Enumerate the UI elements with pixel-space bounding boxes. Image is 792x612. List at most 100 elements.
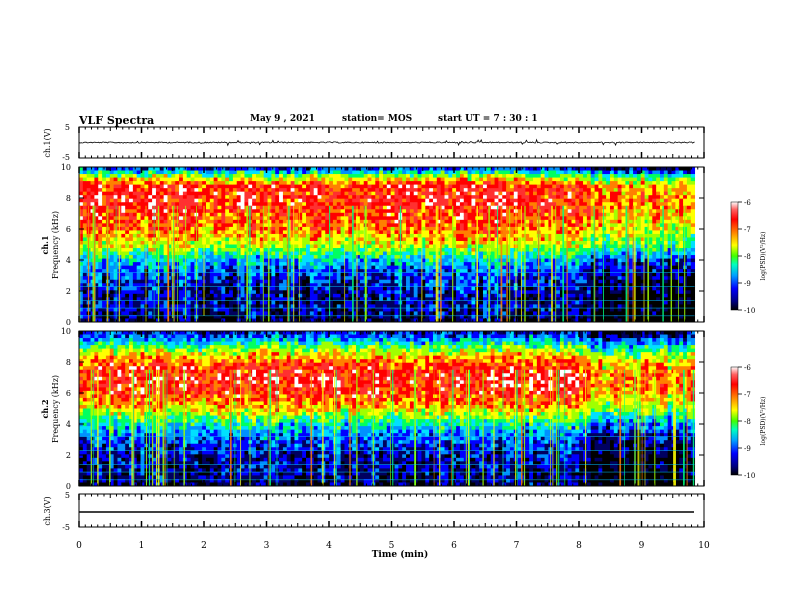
spectrogram-cell [390,177,395,182]
spectrogram-cell [213,219,218,224]
spectrogram-cell [282,230,288,235]
spectrogram-cell [340,255,345,259]
spectrogram-cell [309,195,315,200]
spectrogram-cell [125,265,130,270]
spectrogram-cell [236,209,241,214]
spectrogram-cell [213,279,218,284]
spectrogram-cell [117,195,122,200]
spectrogram-cell [363,167,368,171]
spectrogram-cell [148,202,153,207]
spectrogram-cell [313,181,318,186]
spectrogram-cell [109,304,115,309]
spectrogram-cell [190,269,195,274]
spectrogram-cell [367,293,372,298]
spectrogram-cell [329,279,334,284]
spectrogram-cell [402,181,407,186]
spectrogram-cell [132,216,138,221]
spectrogram-cell [282,237,288,242]
spectrogram-cell [356,170,361,175]
spectrogram-cell [417,216,422,221]
spectrogram-cell [344,311,349,316]
spectrogram-cell [459,248,465,252]
spectrogram-cell [217,248,222,252]
spectrogram-cell [240,276,245,281]
spectrogram-cell [479,283,484,288]
spectrogram-cell [213,258,218,263]
spectrogram-cell [263,304,268,309]
spectrogram-cell [198,279,203,284]
spectrogram-cell [140,177,145,182]
spectrogram-cell [367,251,372,256]
spectrogram-cell [236,251,241,256]
spectrogram-cell [463,258,469,263]
spectrogram-cell [198,297,203,302]
spectrogram-cell [205,265,211,270]
spectrogram-cell [209,230,215,235]
spectrogram-cell [129,290,134,295]
spectrogram-cell [417,251,422,256]
spectrogram-cell [213,170,218,175]
spectrogram-cell [225,255,230,259]
spectrogram-cell [483,293,488,298]
spectrogram-cell [444,237,449,242]
spectrogram-cell [432,290,438,295]
spectrogram-cell [148,216,153,221]
spectrogram-cell [375,167,380,171]
spectrogram-cell [444,293,449,298]
spectrogram-cell [302,202,307,207]
spectrogram-cell [167,219,172,224]
spectrogram-cell [148,184,153,189]
spectrogram-cell [317,251,322,256]
spectrogram-cell [98,265,103,270]
spectrogram-cell [121,262,126,267]
spectrogram-cell [321,191,326,196]
spectrogram-cell [309,290,315,295]
spectrogram-cell [113,167,118,171]
spectrogram-cell [436,276,442,281]
spectrogram-cell [371,240,376,245]
spectrogram-cell [306,216,311,221]
spectrogram-cell [379,293,384,298]
spectrogram-cell [356,314,361,319]
spectrogram-cell [382,177,388,182]
spectrogram-cell [494,170,499,175]
spectrogram-cell [379,304,384,309]
spectrogram-cell [302,195,307,200]
spectrogram-cell [298,318,303,323]
spectrogram-cell [198,272,203,277]
spectrogram-cell [367,233,372,238]
spectrogram-cell [382,216,388,221]
spectrogram-cell [459,258,465,263]
spectrogram-cell [182,219,188,224]
spectrogram-cell [386,258,392,263]
spectrogram-cell [98,167,103,171]
spectrogram-cell [325,283,330,288]
spectrogram-cell [82,258,88,263]
spectrogram-cell [98,184,103,189]
spectrogram-cell [417,269,422,274]
spectrogram-cell [456,216,461,221]
spectrogram-cell [229,240,234,245]
spectrogram-cell [421,290,426,295]
spectrogram-cell [298,212,303,217]
spectrogram-cell [367,198,372,203]
spectrogram-cell [440,237,445,242]
spectrogram-cell [167,272,172,277]
spectrogram-cell [236,262,241,267]
spectrogram-cell [352,272,357,277]
spectrogram-cell [371,265,376,270]
spectrogram-cell [163,283,168,288]
spectrogram-cell [356,255,361,259]
spectrogram-cell [348,251,353,256]
spectrogram-cell [459,262,465,267]
spectrogram-cell [417,184,422,189]
spectrogram-cell [344,174,349,178]
spectrogram-cell [356,233,361,238]
spectrogram-cell [136,240,141,245]
spectrogram-cell [190,167,195,171]
spectrogram-cell [329,269,334,274]
spectrogram-cell [367,226,372,231]
spectrogram-cell [344,279,349,284]
spectrogram-cell [379,255,384,259]
spectrogram-cell [259,209,265,214]
